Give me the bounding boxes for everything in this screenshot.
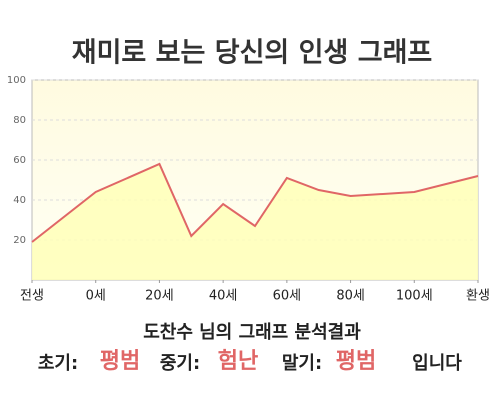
y-tick-label: 40 xyxy=(13,195,26,206)
x-tick-label: 0세 xyxy=(86,289,106,304)
x-tick-label: 전생 xyxy=(20,289,44,304)
line xyxy=(31,162,479,243)
x-tick-label: 60세 xyxy=(273,289,302,304)
y-tick-label: 60 xyxy=(13,155,26,166)
y-tick-label: 100 xyxy=(7,75,26,86)
y-tick-label: 20 xyxy=(13,235,26,246)
early-label: 초기: xyxy=(38,353,78,374)
x-tick-label: 80세 xyxy=(336,289,365,304)
result-heading: 도찬수 님의 그래프 분석결과 xyxy=(143,322,361,343)
area xyxy=(32,164,478,280)
late-label: 말기: xyxy=(282,353,322,374)
middle-result: 험난 xyxy=(218,348,258,374)
ending: 입니다 xyxy=(412,352,462,374)
x-tick-label: 100세 xyxy=(396,289,433,304)
late-result: 평범 xyxy=(336,349,376,374)
y-tick-label: 80 xyxy=(13,115,26,126)
chart-title: 재미로 보는 당신의 인생 그래프 xyxy=(72,38,433,69)
x-tick-label: 40세 xyxy=(209,289,238,304)
middle-label: 중기: xyxy=(160,353,200,374)
x-tick-label: 환생 xyxy=(466,289,490,304)
early-result: 평범 xyxy=(100,349,140,374)
x-tick-label: 20세 xyxy=(145,289,174,304)
